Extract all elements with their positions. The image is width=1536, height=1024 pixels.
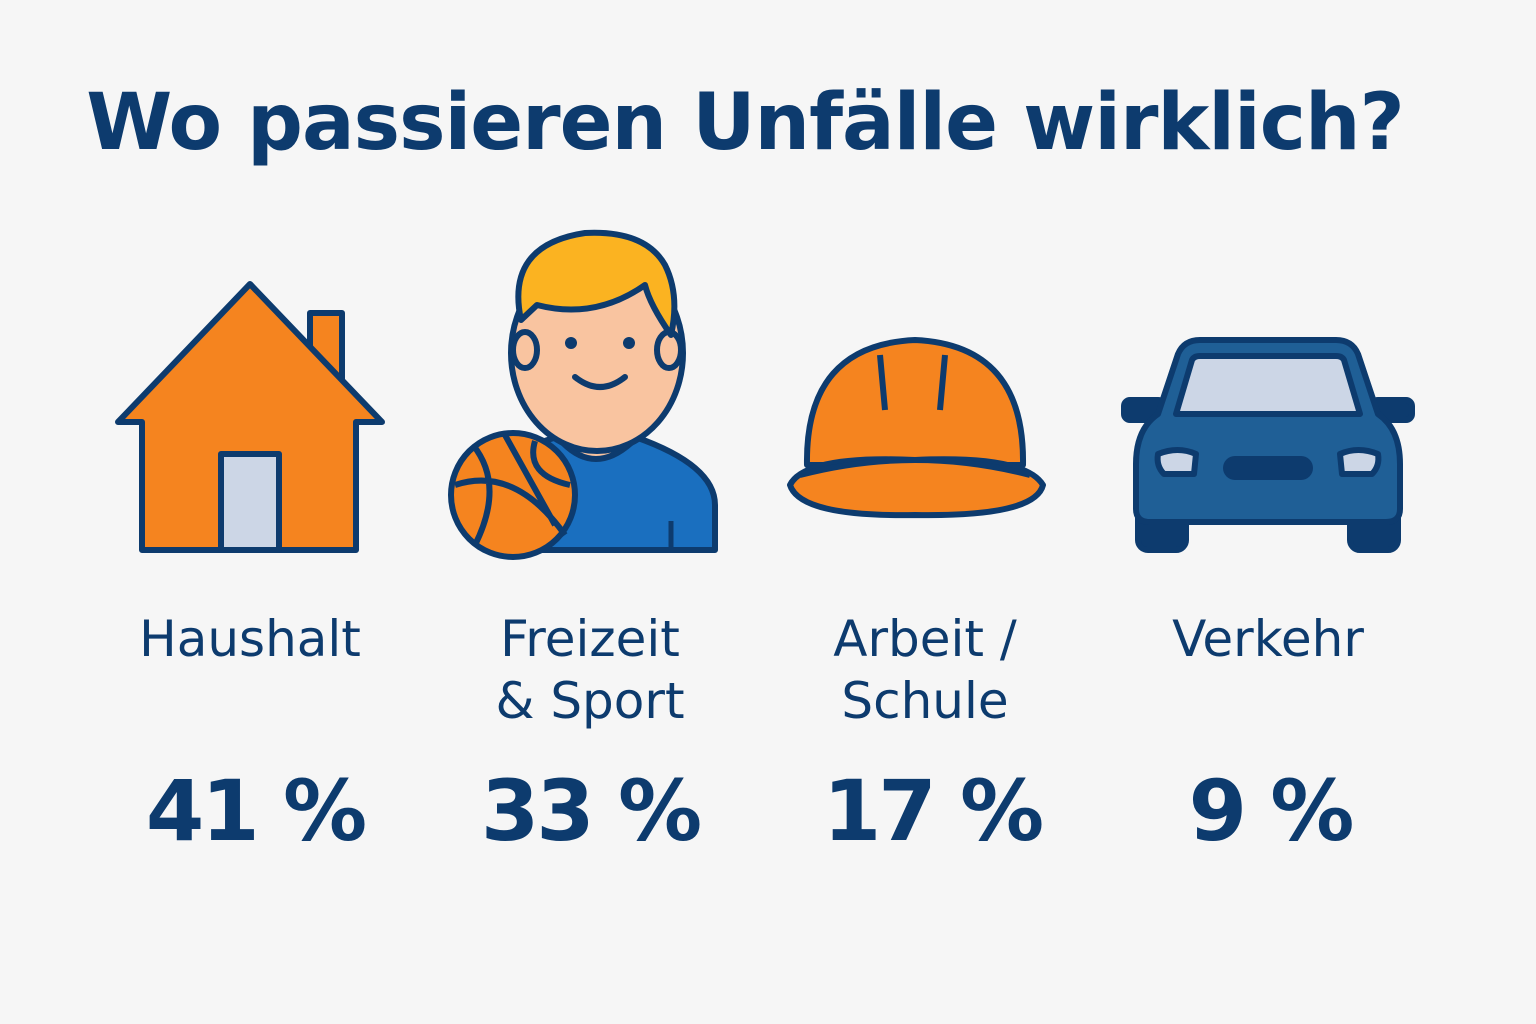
label-haushalt: Haushalt (139, 610, 361, 668)
label-verkehr: Verkehr (1172, 610, 1364, 668)
hard-hat-icon (787, 337, 1046, 519)
house-icon (115, 281, 385, 553)
label-freizeit-sport: Freizeit & Sport (495, 610, 685, 730)
value-arbeit-schule: 17 % (822, 762, 1044, 860)
value-verkehr: 9 % (1188, 762, 1355, 860)
page-title: Wo passieren Unfälle wirklich? (86, 78, 1405, 168)
value-haushalt: 41 % (145, 762, 367, 860)
label-arbeit-schule: Arbeit / Schule (833, 610, 1017, 730)
person-basketball-icon (448, 229, 718, 560)
value-freizeit-sport: 33 % (480, 762, 702, 860)
car-icon (1121, 337, 1415, 553)
